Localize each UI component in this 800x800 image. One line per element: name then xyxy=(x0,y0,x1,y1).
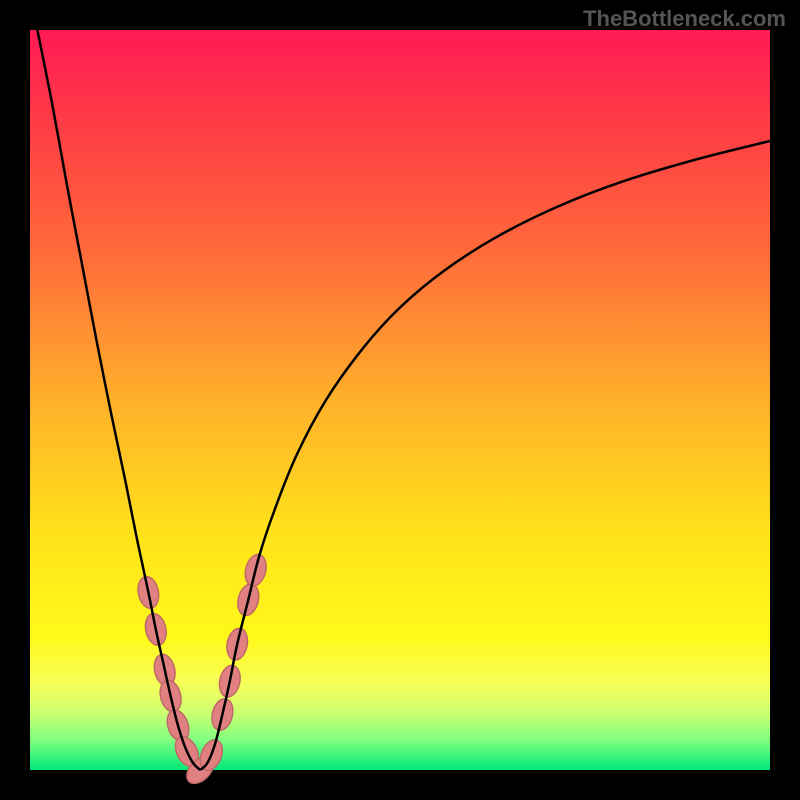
curves-layer xyxy=(30,30,770,770)
plot-area xyxy=(30,30,770,770)
watermark: TheBottleneck.com xyxy=(583,6,786,32)
left-curve xyxy=(37,30,200,770)
markers-group xyxy=(135,552,269,788)
right-curve xyxy=(200,141,770,770)
chart-root: TheBottleneck.com xyxy=(0,0,800,800)
